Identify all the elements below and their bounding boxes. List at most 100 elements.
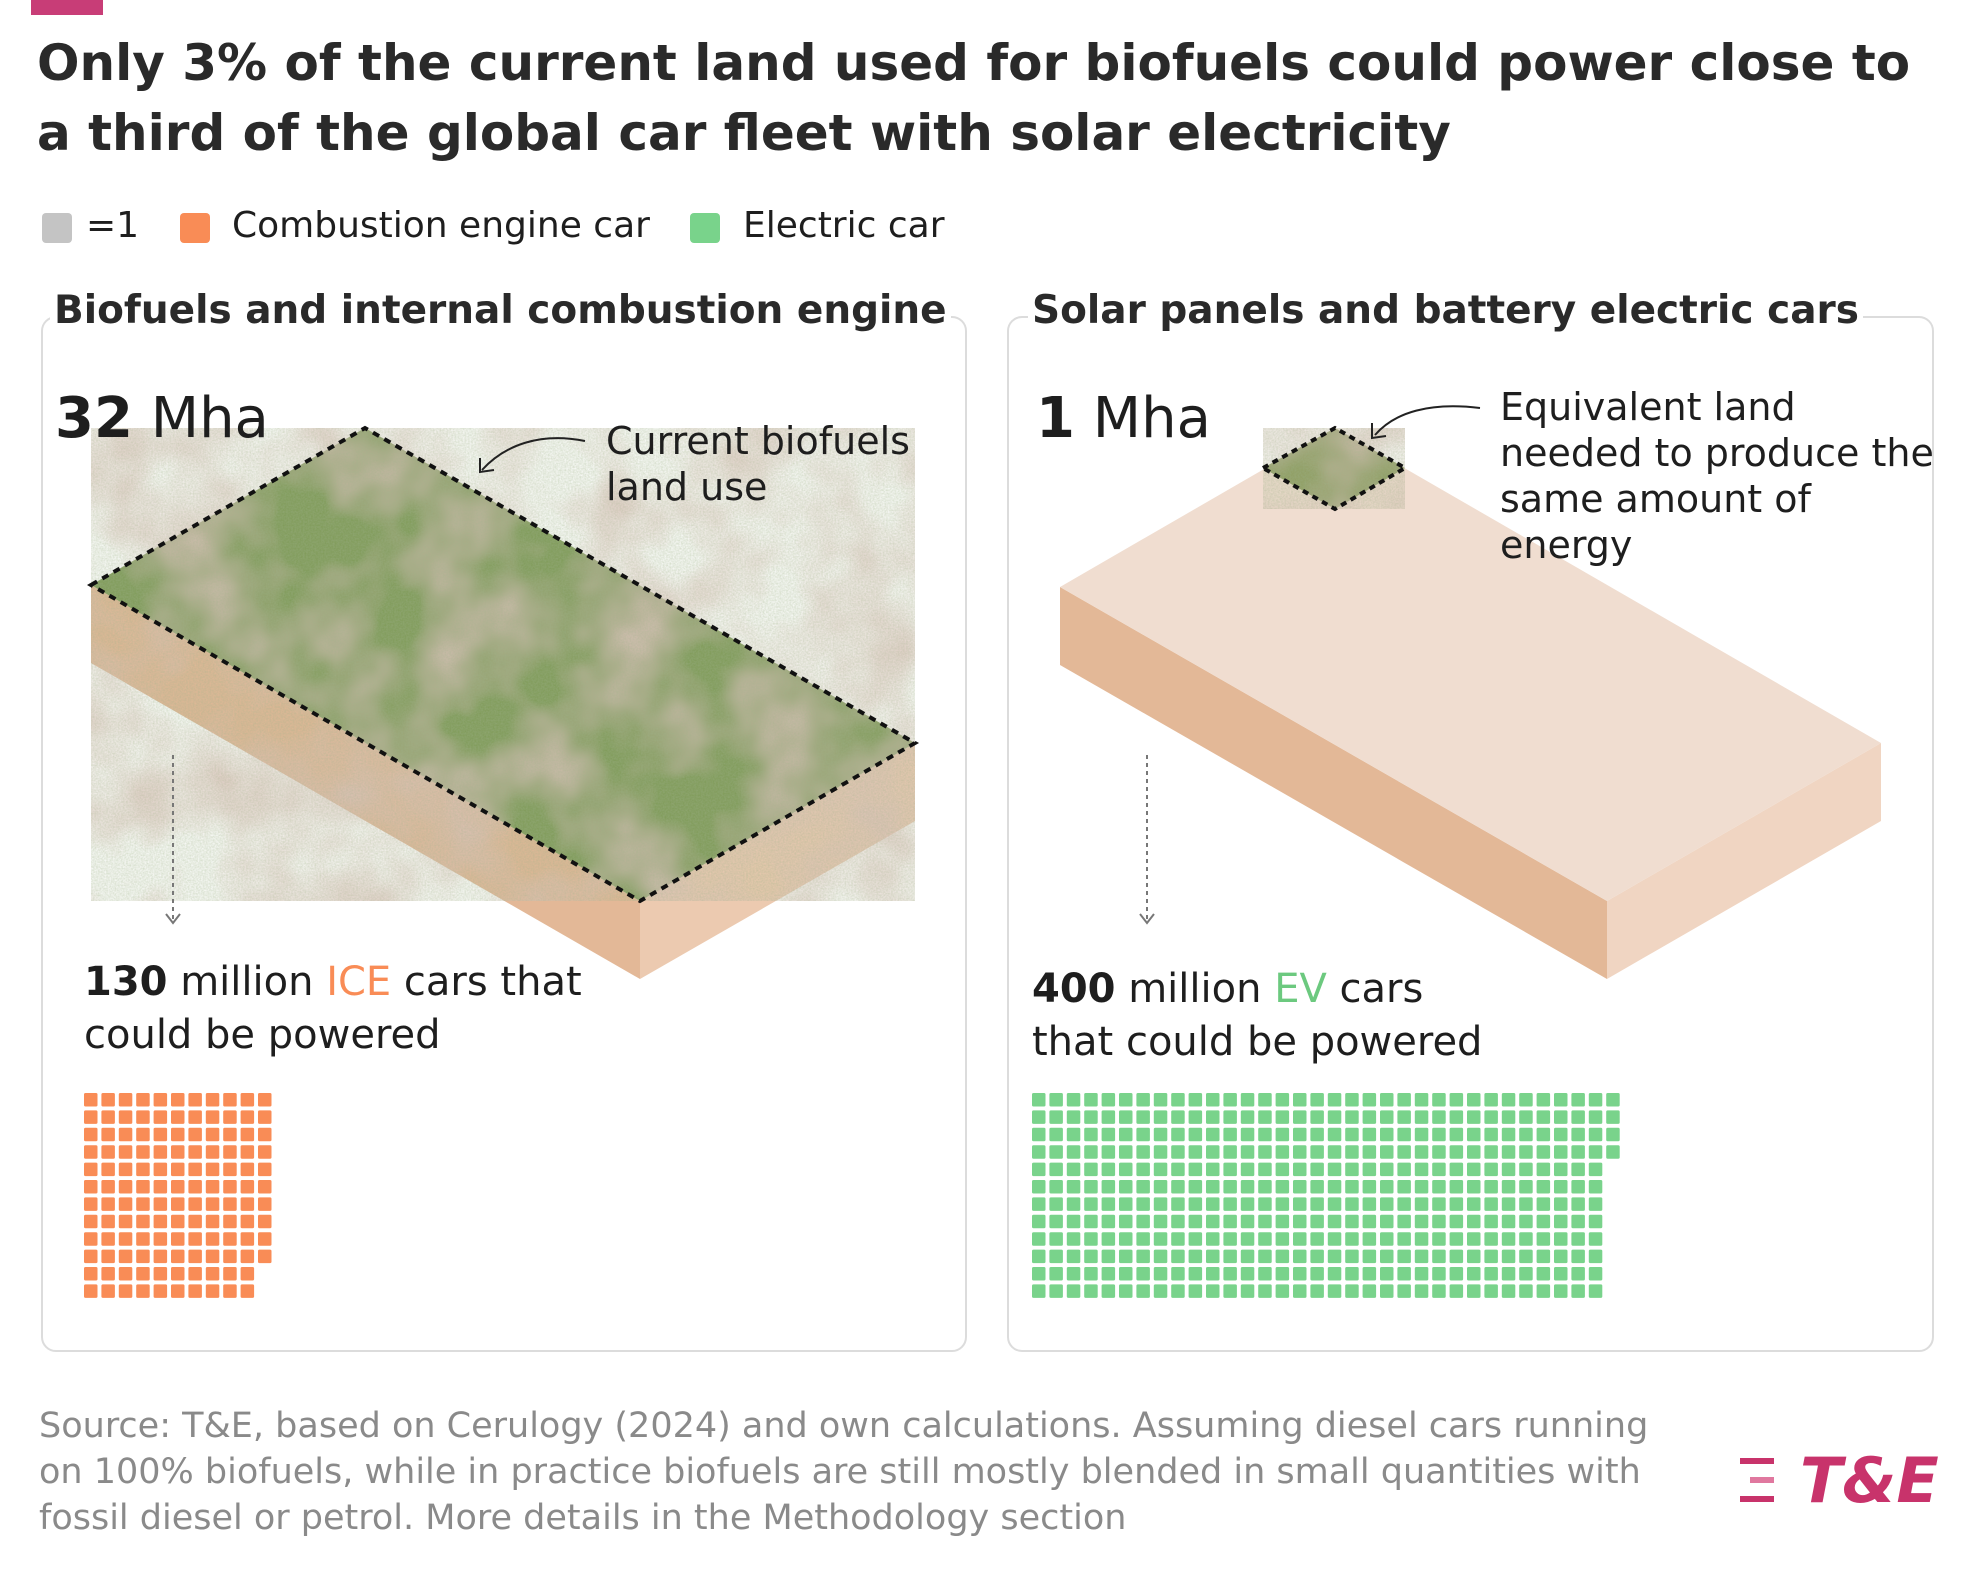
car-square bbox=[1293, 1127, 1307, 1142]
car-square bbox=[1380, 1284, 1394, 1298]
car-square bbox=[205, 1162, 220, 1177]
car-square bbox=[240, 1232, 255, 1246]
car-square bbox=[1501, 1110, 1516, 1124]
car-square bbox=[1171, 1249, 1185, 1264]
car-square bbox=[101, 1197, 115, 1211]
car-square bbox=[1327, 1197, 1342, 1211]
car-square bbox=[1571, 1284, 1585, 1298]
car-square bbox=[1397, 1180, 1411, 1194]
car-square bbox=[1397, 1284, 1411, 1298]
car-square bbox=[1536, 1145, 1551, 1159]
car-square bbox=[1084, 1093, 1098, 1107]
car-square bbox=[1362, 1267, 1377, 1281]
car-square bbox=[1310, 1249, 1324, 1264]
car-square bbox=[1049, 1197, 1063, 1211]
car-square bbox=[1136, 1093, 1150, 1107]
car-square bbox=[205, 1267, 220, 1281]
car-square bbox=[1119, 1284, 1133, 1298]
car-square bbox=[1536, 1093, 1551, 1107]
car-square bbox=[1414, 1267, 1429, 1281]
car-square bbox=[1501, 1249, 1516, 1264]
car-square bbox=[118, 1180, 133, 1194]
car-square bbox=[1101, 1214, 1116, 1229]
car-square bbox=[1467, 1197, 1481, 1211]
car-square bbox=[1345, 1267, 1359, 1281]
car-square bbox=[171, 1197, 185, 1211]
logo: T&E bbox=[1800, 1444, 1939, 1517]
car-square bbox=[1519, 1093, 1533, 1107]
car-square bbox=[1240, 1162, 1255, 1177]
car-square bbox=[1119, 1110, 1133, 1124]
car-square bbox=[171, 1093, 185, 1107]
car-square bbox=[1066, 1180, 1081, 1194]
car-square bbox=[1397, 1214, 1411, 1229]
car-square bbox=[188, 1232, 202, 1246]
car-square bbox=[1032, 1197, 1046, 1211]
car-square bbox=[153, 1214, 168, 1229]
car-square bbox=[1519, 1110, 1533, 1124]
car-square bbox=[1188, 1110, 1203, 1124]
car-square bbox=[118, 1110, 133, 1124]
car-square bbox=[1414, 1232, 1429, 1246]
car-square bbox=[171, 1232, 185, 1246]
car-square bbox=[1432, 1249, 1446, 1264]
car-square bbox=[1606, 1145, 1620, 1159]
legend-swatch bbox=[42, 213, 72, 243]
slab-side bbox=[1607, 743, 1881, 979]
car-square bbox=[205, 1110, 220, 1124]
car-square bbox=[1554, 1180, 1568, 1194]
car-square bbox=[205, 1284, 220, 1298]
car-square bbox=[1432, 1093, 1446, 1107]
car-square bbox=[1380, 1214, 1394, 1229]
car-square bbox=[223, 1162, 237, 1177]
car-square bbox=[1188, 1284, 1203, 1298]
car-square bbox=[1188, 1127, 1203, 1142]
car-square bbox=[188, 1197, 202, 1211]
car-square bbox=[1310, 1214, 1324, 1229]
car-square bbox=[1345, 1214, 1359, 1229]
car-square bbox=[136, 1197, 150, 1211]
source: Source: T&E, based on Cerulogy (2024) an… bbox=[39, 1406, 1649, 1538]
car-square bbox=[1501, 1197, 1516, 1211]
car-square bbox=[1084, 1197, 1098, 1211]
car-square bbox=[1536, 1197, 1551, 1211]
car-square bbox=[1206, 1267, 1220, 1281]
car-square bbox=[1223, 1145, 1237, 1159]
car-square bbox=[1136, 1180, 1150, 1194]
car-square bbox=[240, 1127, 255, 1142]
car-square bbox=[1588, 1093, 1603, 1107]
car-square bbox=[84, 1162, 98, 1177]
car-square bbox=[1206, 1093, 1220, 1107]
car-square bbox=[1484, 1180, 1498, 1194]
car-square bbox=[1066, 1284, 1081, 1298]
car-square bbox=[1397, 1145, 1411, 1159]
car-square bbox=[1432, 1162, 1446, 1177]
car-square bbox=[1153, 1197, 1168, 1211]
car-square bbox=[1066, 1197, 1081, 1211]
car-square bbox=[1501, 1214, 1516, 1229]
car-square bbox=[1484, 1093, 1498, 1107]
legend-swatch bbox=[690, 213, 720, 243]
car-square bbox=[1258, 1267, 1272, 1281]
car-square bbox=[258, 1110, 272, 1124]
car-square bbox=[153, 1145, 168, 1159]
car-square bbox=[1049, 1145, 1063, 1159]
car-square bbox=[1380, 1197, 1394, 1211]
car-square bbox=[1554, 1127, 1568, 1142]
car-square bbox=[258, 1145, 272, 1159]
car-square bbox=[1327, 1232, 1342, 1246]
car-square bbox=[1467, 1267, 1481, 1281]
arrow-head bbox=[1371, 423, 1387, 440]
car-square bbox=[171, 1267, 185, 1281]
car-square bbox=[1136, 1110, 1150, 1124]
car-square bbox=[1153, 1145, 1168, 1159]
car-square bbox=[1049, 1093, 1063, 1107]
car-square bbox=[1240, 1232, 1255, 1246]
car-square bbox=[1554, 1162, 1568, 1177]
car-square bbox=[1484, 1214, 1498, 1229]
car-square bbox=[1240, 1180, 1255, 1194]
car-square bbox=[1536, 1127, 1551, 1142]
car-square bbox=[1467, 1284, 1481, 1298]
car-square bbox=[1362, 1284, 1377, 1298]
car-square bbox=[1501, 1127, 1516, 1142]
